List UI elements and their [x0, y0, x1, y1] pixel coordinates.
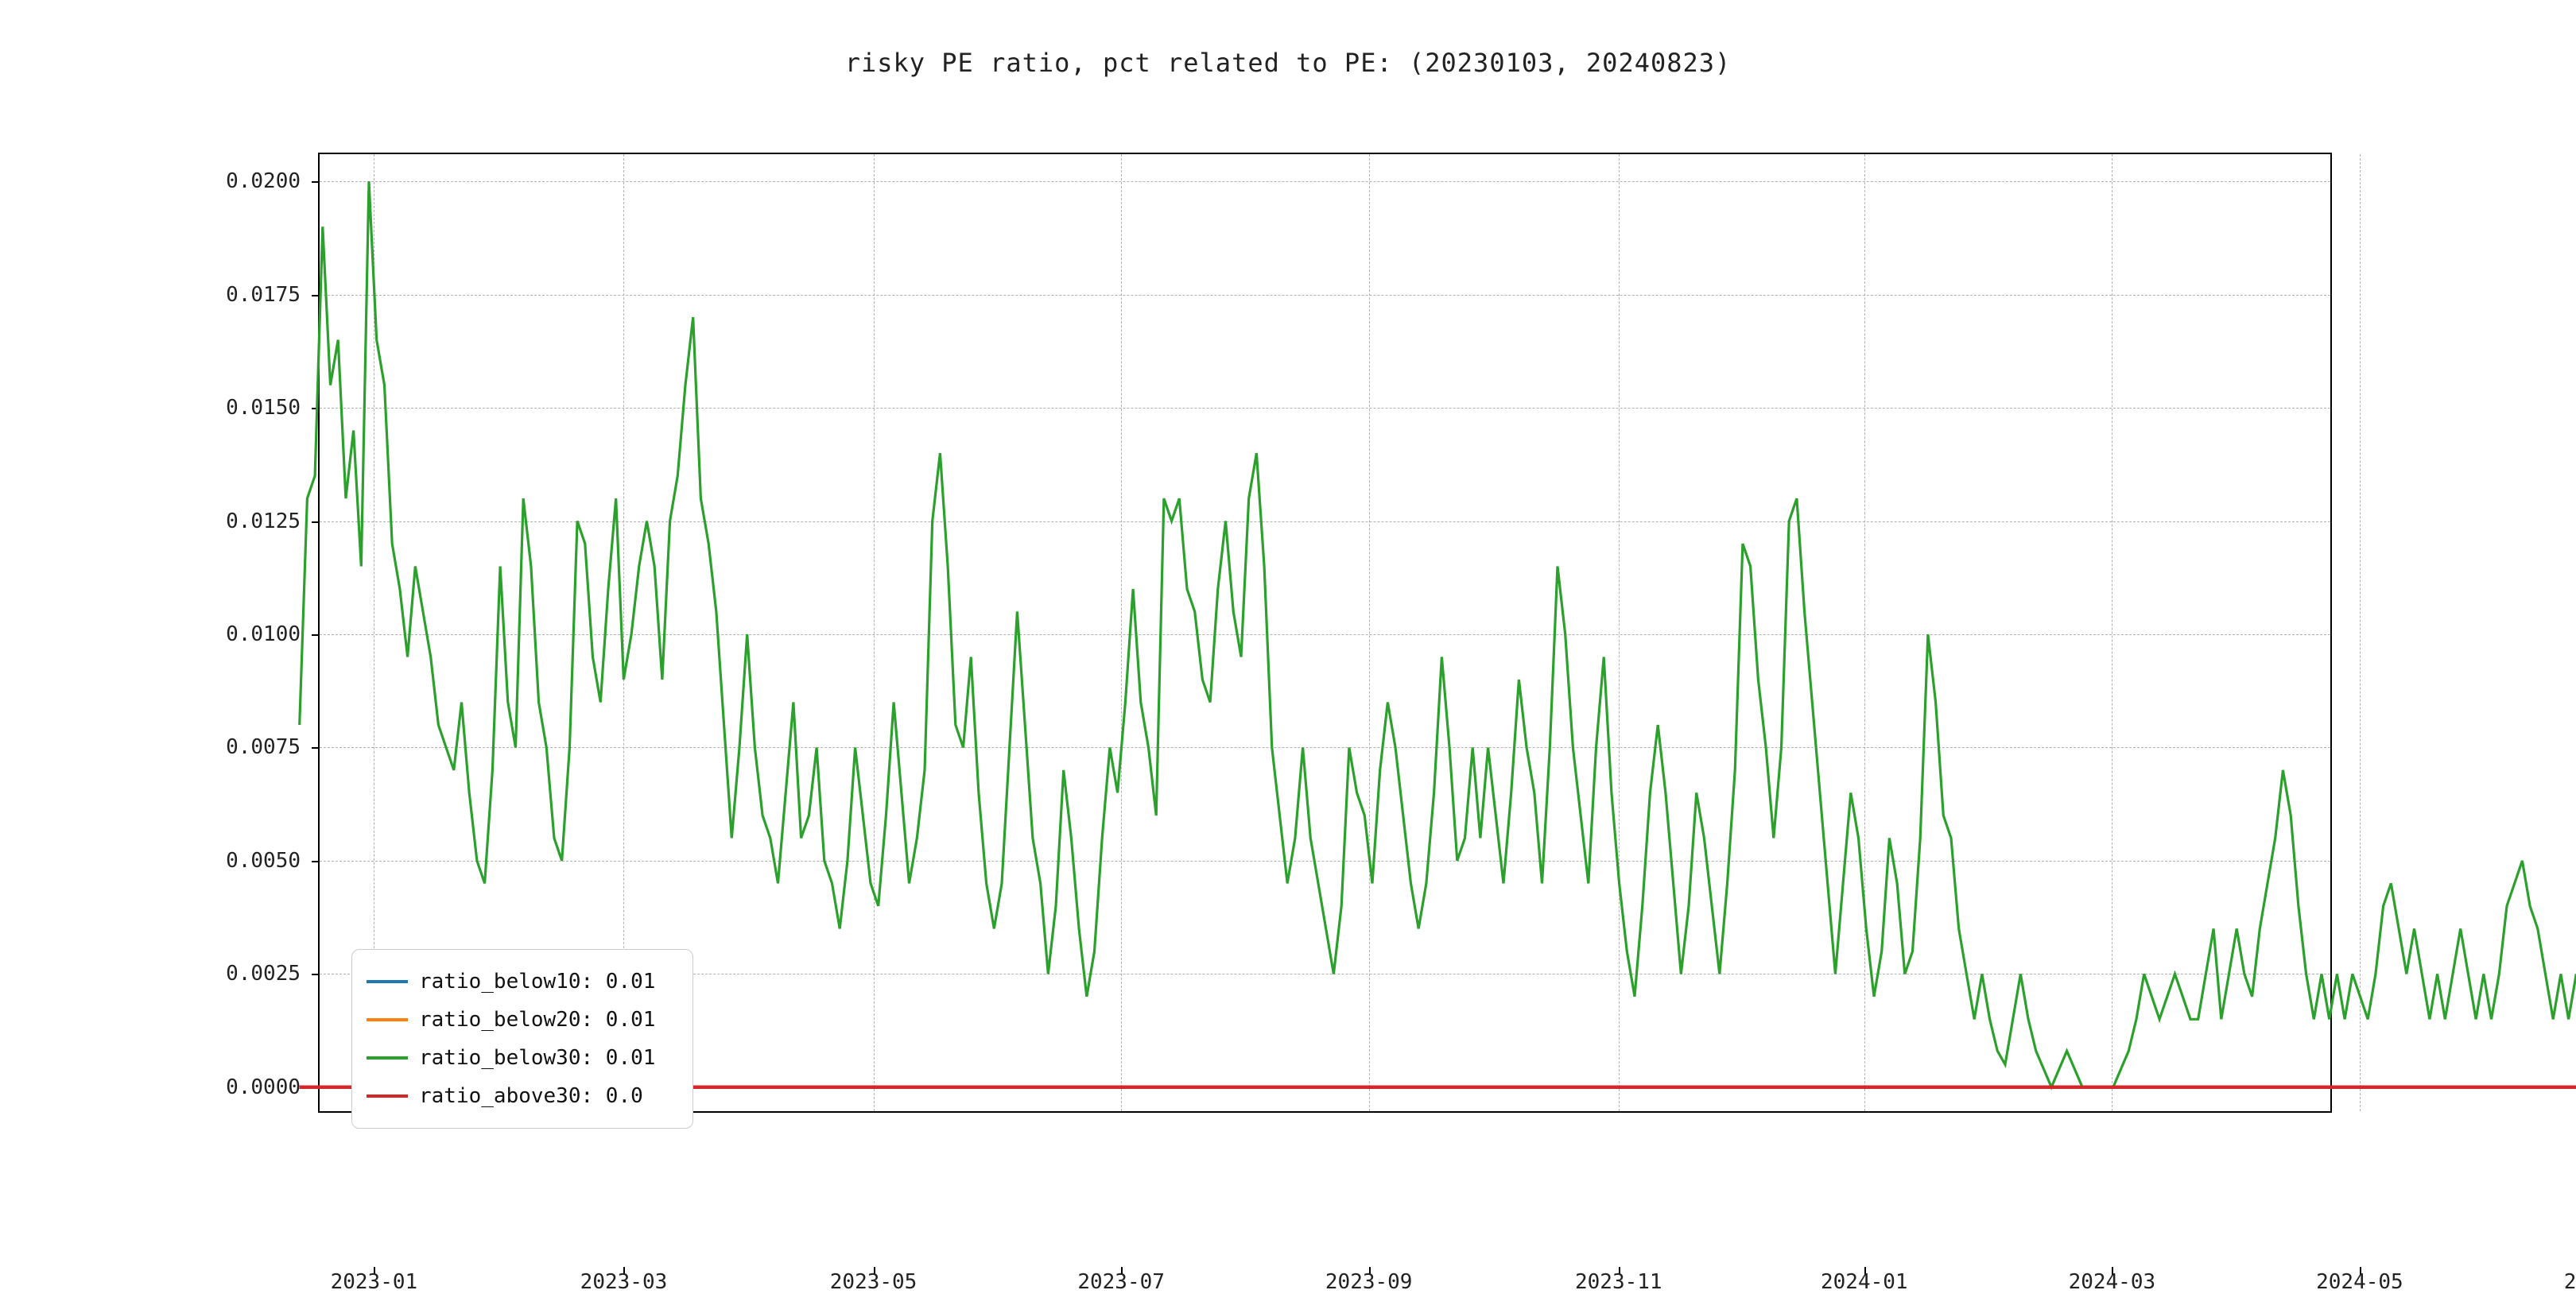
x-tick-label-0: 2023-01 [310, 1270, 437, 1294]
chart-title: risky PE ratio, pct related to PE: (2023… [0, 48, 2576, 78]
y-tick-label-3: 0.0075 [189, 735, 301, 759]
legend-item-above30[interactable]: ratio_above30: 0.0 [367, 1077, 678, 1115]
y-tick-label-4: 0.0100 [189, 622, 301, 646]
x-gridline [2360, 154, 2361, 1111]
y-tick-label-2: 0.0050 [189, 849, 301, 873]
legend-swatch-below30 [367, 1056, 408, 1060]
y-tick-label-8: 0.0200 [189, 169, 301, 193]
x-tick-label-9: 2024-07 [2543, 1270, 2576, 1294]
y-tick-mark [312, 295, 320, 296]
legend-label-below30: ratio_below30: 0.01 [419, 1046, 655, 1070]
legend-swatch-above30 [367, 1094, 408, 1098]
plot-area: 0.0000 0.0025 0.0050 0.0075 0.0100 0.0125 0.01… [318, 153, 2332, 1113]
x-tick-label-2: 2023-05 [810, 1270, 937, 1294]
legend-item-below20[interactable]: ratio_below20: 0.01 [367, 1001, 678, 1039]
y-tick-label-7: 0.0175 [189, 283, 301, 307]
chart-root: risky PE ratio, pct related to PE: (2023… [0, 0, 2576, 1288]
legend-label-below20: ratio_below20: 0.01 [419, 1008, 655, 1032]
x-tick-label-6: 2024-01 [1801, 1270, 1928, 1294]
legend-box[interactable]: ratio_below10: 0.01 ratio_below20: 0.01 … [351, 949, 693, 1129]
x-tick-label-1: 2023-03 [560, 1270, 687, 1294]
y-tick-mark [312, 861, 320, 862]
legend-item-below10[interactable]: ratio_below10: 0.01 [367, 963, 678, 1001]
y-tick-label-5: 0.0125 [189, 509, 301, 533]
legend-label-below10: ratio_below10: 0.01 [419, 970, 655, 994]
legend-item-below30[interactable]: ratio_below30: 0.01 [367, 1039, 678, 1077]
y-tick-mark [312, 181, 320, 183]
x-tick-label-8: 2024-05 [2296, 1270, 2423, 1294]
legend-swatch-below10 [367, 980, 408, 983]
y-tick-mark [312, 747, 320, 749]
legend-swatch-below20 [367, 1018, 408, 1021]
x-tick-label-7: 2024-03 [2048, 1270, 2175, 1294]
y-tick-label-6: 0.0150 [189, 396, 301, 420]
y-tick-mark [312, 974, 320, 975]
y-tick-label-0: 0.0000 [189, 1075, 301, 1099]
y-tick-mark [312, 521, 320, 523]
x-tick-label-5: 2023-11 [1555, 1270, 1682, 1294]
x-tick-label-4: 2023-09 [1305, 1270, 1433, 1294]
x-tick-label-3: 2023-07 [1057, 1270, 1185, 1294]
y-tick-mark [312, 408, 320, 409]
legend-label-above30: ratio_above30: 0.0 [419, 1084, 643, 1108]
y-tick-mark [312, 634, 320, 636]
y-tick-label-1: 0.0025 [189, 962, 301, 986]
